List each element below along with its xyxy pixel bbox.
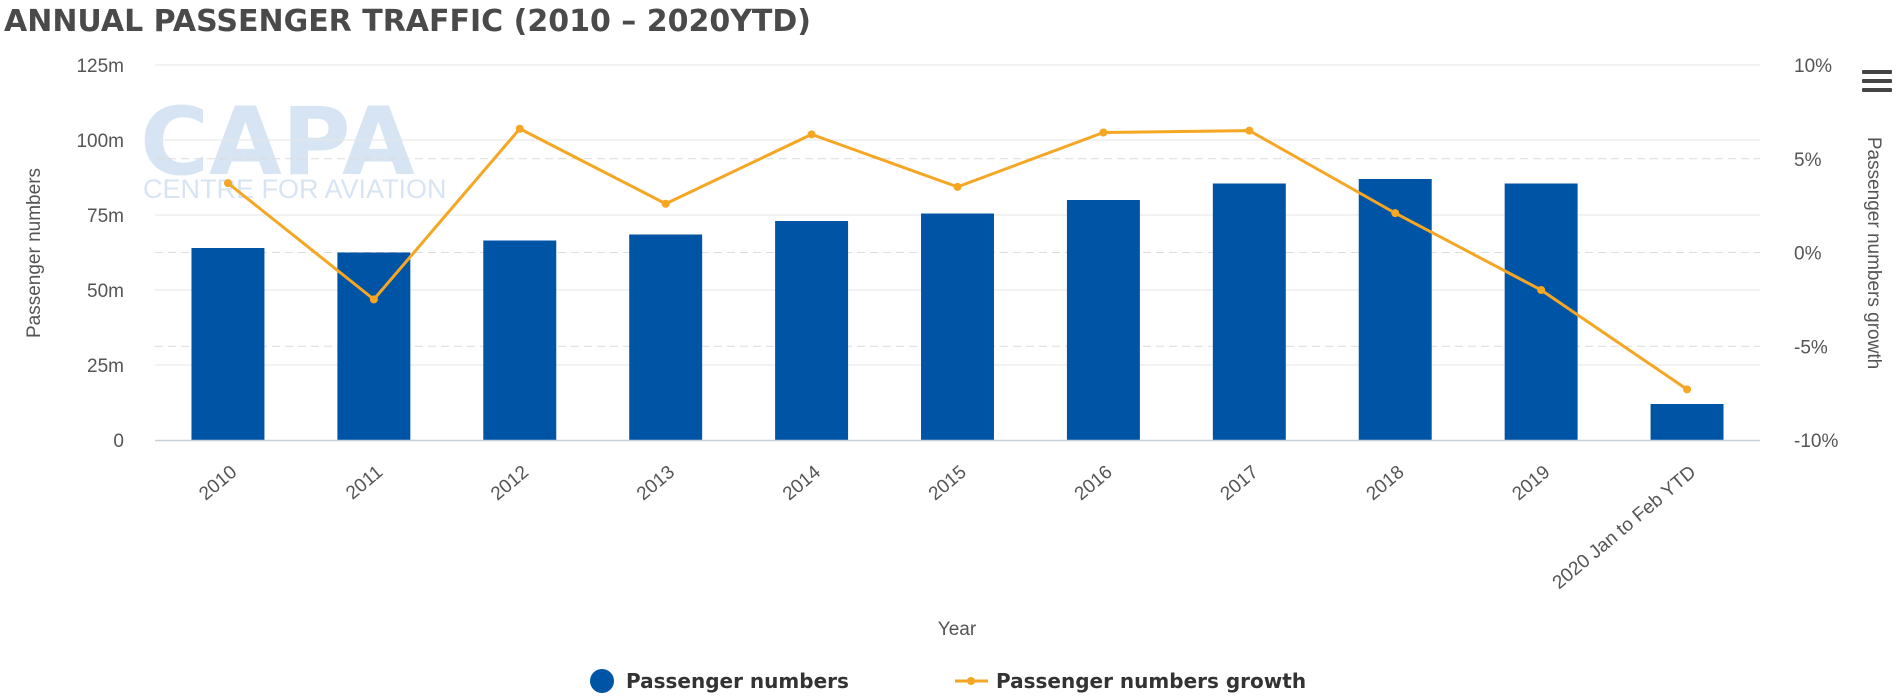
x-tick-label: 2014 xyxy=(779,461,825,505)
watermark-main-text: CAPA xyxy=(140,88,415,197)
y2-tick-label: 10% xyxy=(1794,56,1832,77)
bar-2012 xyxy=(483,240,557,440)
y2-tick-label: -5% xyxy=(1794,337,1828,358)
legend-bar-marker-icon xyxy=(590,669,614,693)
legend-item-passenger-numbers[interactable]: Passenger numbers xyxy=(590,669,849,693)
growth-point-2018 xyxy=(1391,209,1400,218)
y-tick-label: 125m xyxy=(76,56,124,77)
x-axis-title: Year xyxy=(938,619,977,640)
growth-point-2010 xyxy=(223,179,232,188)
x-tick-label: 2020 Jan to Feb YTD xyxy=(1549,462,1701,594)
growth-point-2012 xyxy=(515,124,524,133)
y2-tick-label: 5% xyxy=(1794,150,1822,171)
bar-2017 xyxy=(1212,183,1286,440)
x-tick-label: 2017 xyxy=(1217,462,1263,505)
capa-watermark: CAPA CENTRE FOR AVIATION xyxy=(140,88,447,204)
x-tick-label: 2018 xyxy=(1363,462,1409,505)
watermark-sub-text: CENTRE FOR AVIATION xyxy=(143,174,447,204)
legend-item-passenger-growth[interactable]: Passenger numbers growth xyxy=(955,669,1306,693)
legend-label-line: Passenger numbers growth xyxy=(996,669,1306,693)
y2-axis-title: Passenger numbers growth xyxy=(1863,137,1884,369)
growth-point-2020-jan-to-feb-ytd xyxy=(1683,385,1692,394)
x-tick-label: 2015 xyxy=(925,462,971,505)
growth-point-2019 xyxy=(1537,286,1546,294)
growth-point-2011 xyxy=(369,295,378,304)
y-tick-label: 100m xyxy=(76,131,124,152)
line-series xyxy=(223,124,1692,394)
bar-2011 xyxy=(337,252,411,440)
y2-tick-label: 0% xyxy=(1794,244,1822,265)
y2-tick-label: -10% xyxy=(1794,431,1838,452)
y-tick-label: 75m xyxy=(87,206,124,227)
bar-2010 xyxy=(191,248,265,440)
y-axis-title: Passenger numbers xyxy=(24,168,45,338)
x-tick-label: 2019 xyxy=(1508,462,1554,505)
bar-2016 xyxy=(1066,200,1140,440)
bar-series xyxy=(191,179,1724,440)
growth-point-2013 xyxy=(661,199,670,208)
chart-title: ANNUAL PASSENGER TRAFFIC (2010 – 2020YTD… xyxy=(4,4,812,39)
growth-point-2015 xyxy=(953,182,962,191)
x-tick-label: 2016 xyxy=(1071,462,1117,505)
growth-point-2014 xyxy=(807,130,816,139)
x-tick-label: 2010 xyxy=(195,462,241,505)
bar-2019 xyxy=(1504,183,1578,440)
hamburger-menu-icon xyxy=(1862,70,1892,74)
y-tick-label: 25m xyxy=(87,356,124,377)
x-tick-label: 2011 xyxy=(342,462,387,504)
bar-2020-jan-to-feb-ytd xyxy=(1650,404,1724,440)
legend: Passenger numbers Passenger numbers grow… xyxy=(590,669,1306,693)
bar-2013 xyxy=(629,234,703,440)
legend-label-bars: Passenger numbers xyxy=(626,669,849,693)
growth-point-2016 xyxy=(1099,128,1108,137)
bar-2014 xyxy=(775,221,849,440)
growth-point-2017 xyxy=(1245,126,1254,135)
chart-menu-button[interactable] xyxy=(1862,70,1892,96)
x-tick-label: 2013 xyxy=(633,462,679,505)
bar-2015 xyxy=(921,213,994,440)
bar-2018 xyxy=(1358,179,1432,440)
y-tick-label: 50m xyxy=(87,281,124,302)
x-tick-label: 2012 xyxy=(487,462,533,505)
y-tick-label: 0 xyxy=(113,431,124,452)
